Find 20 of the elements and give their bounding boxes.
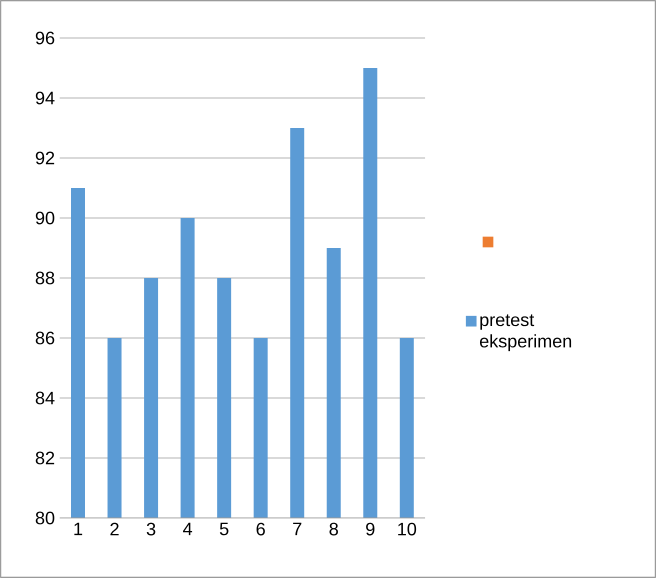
x-tick-label: 9 [366, 522, 374, 536]
x-tick-label: 2 [110, 522, 119, 536]
y-tick-label: 80 [36, 512, 54, 524]
y-tick-label: 82 [36, 452, 54, 464]
x-tick-label: 3 [146, 522, 156, 536]
x-tick-label: 6 [256, 522, 265, 536]
x-tick-label: 8 [330, 522, 338, 536]
legend-label: pretest eksperimen [480, 314, 572, 352]
y-tick-label: 92 [36, 152, 54, 164]
y-tick-label: 88 [36, 272, 54, 284]
x-tick-label: 10 [398, 522, 416, 536]
x-tick-label: 1 [74, 522, 82, 536]
x-tick-label: 4 [183, 522, 192, 536]
y-tick-label: 96 [36, 32, 54, 44]
y-tick-label: 84 [36, 392, 55, 404]
y-tick-label: 94 [36, 92, 55, 104]
y-tick-label: 86 [36, 332, 54, 344]
x-tick-label: 7 [293, 522, 302, 536]
y-tick-label: 90 [36, 212, 54, 224]
x-tick-label: 5 [220, 522, 228, 536]
